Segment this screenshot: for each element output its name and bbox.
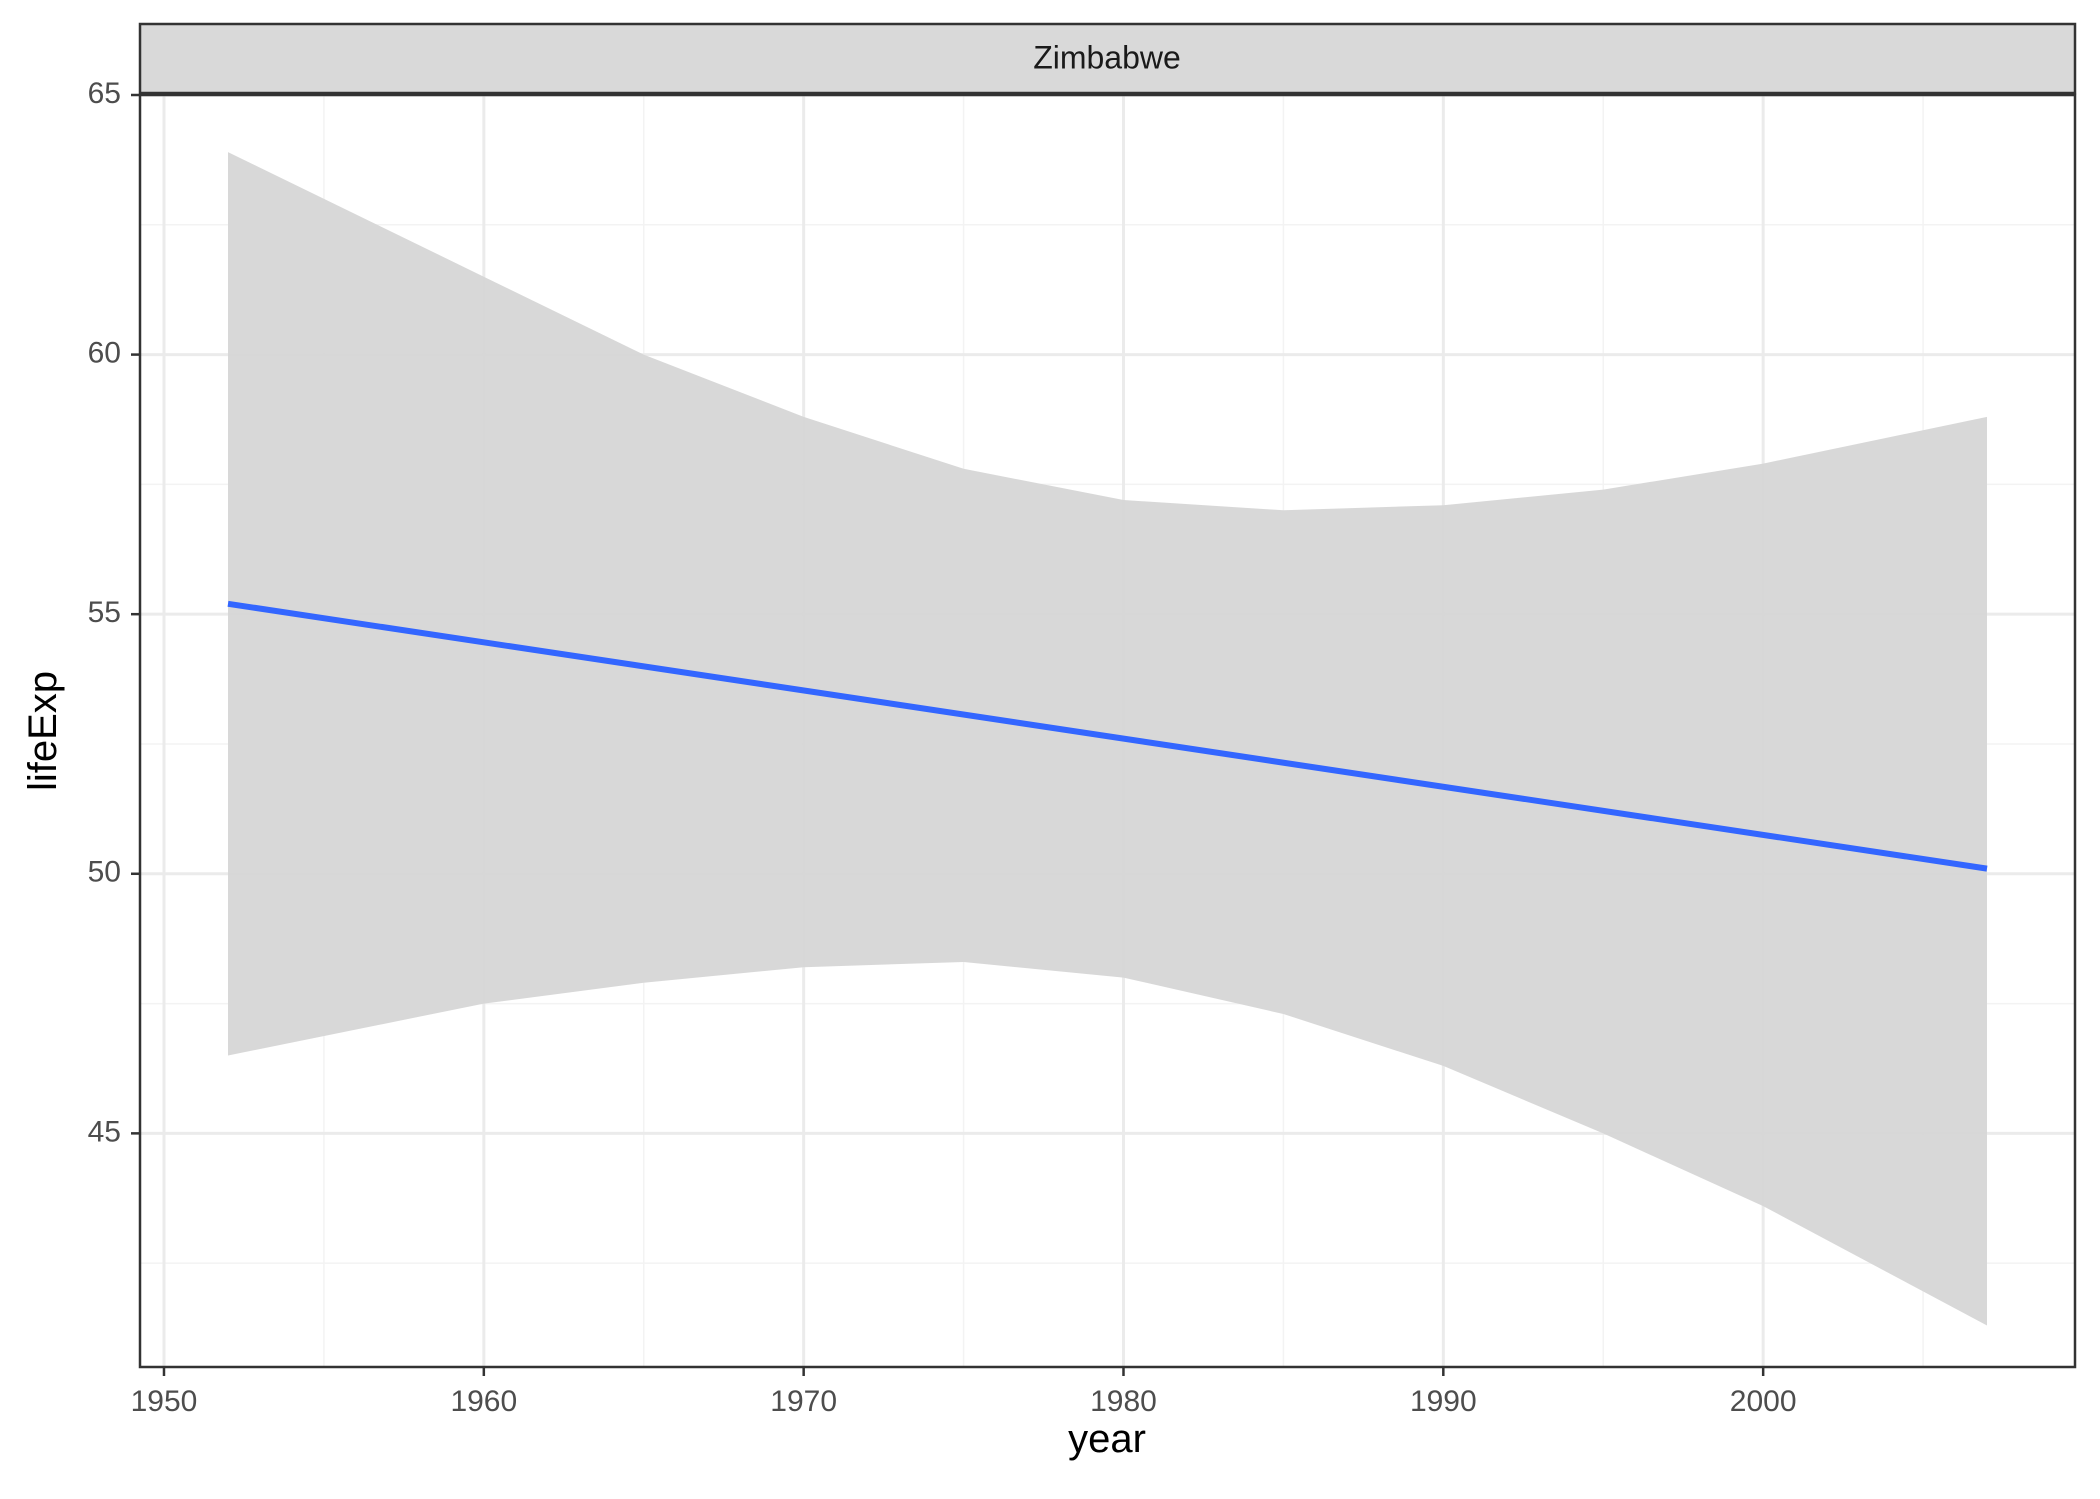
x-tick-label: 1960	[450, 1385, 517, 1418]
y-axis: 45 50 55 60 65	[88, 77, 140, 1148]
y-tick-label: 50	[88, 856, 121, 889]
x-tick-label: 1980	[1090, 1385, 1157, 1418]
trend-line	[227, 600, 1988, 872]
y-axis-title: lifeExp	[21, 671, 65, 791]
y-tick-label: 45	[88, 1115, 121, 1148]
facet-strip: Zimbabwe	[138, 22, 2077, 95]
plot-layer	[227, 152, 1988, 1326]
x-tick-label: 1950	[131, 1385, 198, 1418]
panel-border	[138, 93, 2077, 1369]
x-tick-label: 1970	[770, 1385, 837, 1418]
x-axis: 1950 1960 1970 1980 1990 2000	[131, 1367, 1797, 1418]
x-axis-title: year	[1068, 1417, 1146, 1461]
y-tick-label: 55	[88, 596, 121, 629]
x-tick-label: 1990	[1410, 1385, 1477, 1418]
facet-strip-label: Zimbabwe	[1033, 39, 1181, 75]
y-tick-label: 65	[88, 77, 121, 110]
facet-strip-background	[138, 22, 2077, 95]
x-tick-label: 2000	[1730, 1385, 1797, 1418]
y-tick-label: 60	[88, 337, 121, 370]
